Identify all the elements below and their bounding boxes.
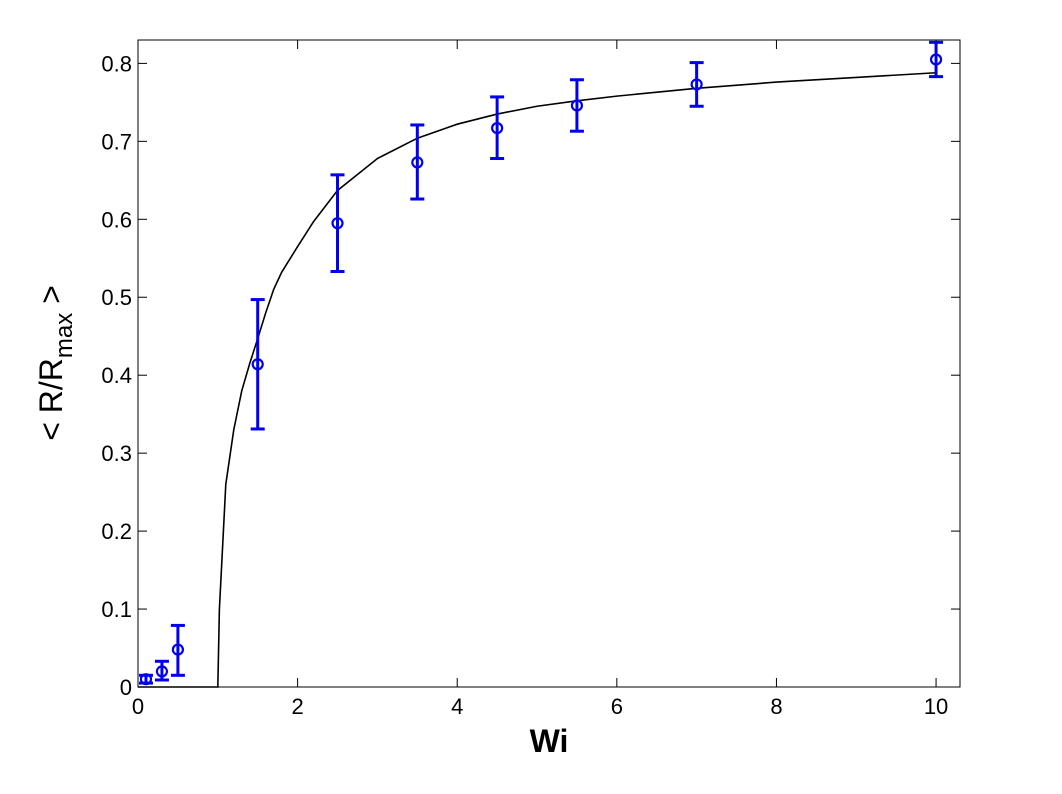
y-tick-label: 0.2 xyxy=(101,519,132,544)
data-point xyxy=(929,53,943,66)
model-curve-layer xyxy=(138,71,937,688)
y-axis-title: < R/Rmax > xyxy=(33,285,78,441)
x-axis-title: Wi xyxy=(530,723,569,759)
data-point xyxy=(251,358,264,371)
y-tick-label: 0.8 xyxy=(101,51,132,76)
data-point xyxy=(171,643,185,656)
data-point xyxy=(411,156,424,169)
x-tick-label: 10 xyxy=(924,694,948,719)
data-point xyxy=(491,121,504,135)
y-tick-label: 0.6 xyxy=(101,207,132,232)
x-tick-label: 8 xyxy=(770,694,782,719)
y-axis-title-suffix: > xyxy=(33,285,69,313)
data-point xyxy=(690,78,703,91)
x-tick-label: 0 xyxy=(132,694,144,719)
y-axis-title-prefix: < R/R xyxy=(33,358,69,441)
data-points-layer xyxy=(138,40,944,686)
x-tick-label: 4 xyxy=(451,694,463,719)
x-tick-label: 6 xyxy=(611,694,623,719)
data-point xyxy=(331,217,344,230)
y-axis-title-subscript: max xyxy=(51,313,78,358)
y-tick-label: 0.1 xyxy=(101,597,132,622)
x-tick-label: 2 xyxy=(291,694,303,719)
data-point xyxy=(155,665,169,678)
x-axis-ticks: 0 2 4 6 8 10 xyxy=(132,40,948,719)
y-axis-ticks: 0 0.1 0.2 0.3 0.4 0.5 0.6 0.7 0.8 xyxy=(101,51,960,700)
y-tick-label: 0.5 xyxy=(101,285,132,310)
y-tick-label: 0.3 xyxy=(101,441,132,466)
data-point xyxy=(570,99,584,112)
model-curve xyxy=(138,71,937,688)
y-tick-label: 0.4 xyxy=(101,363,132,388)
data-point xyxy=(139,673,153,686)
plot-area xyxy=(137,39,961,688)
y-tick-label: 0 xyxy=(120,675,132,700)
y-tick-label: 0.7 xyxy=(101,129,132,154)
